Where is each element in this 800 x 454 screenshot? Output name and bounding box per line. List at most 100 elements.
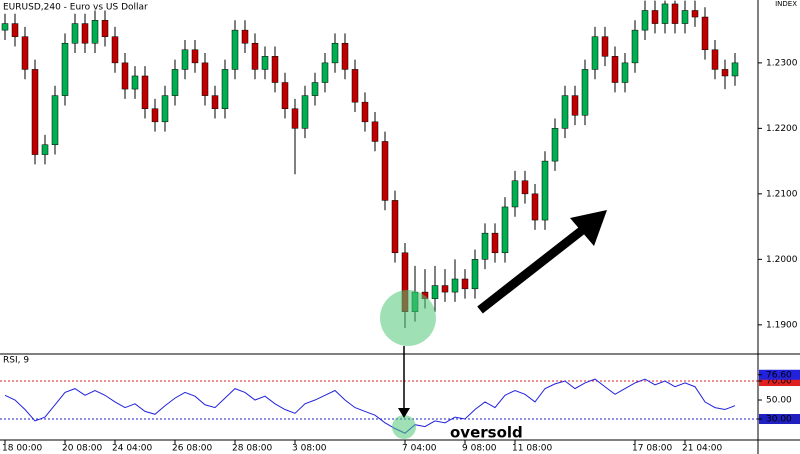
candle-body xyxy=(631,29,639,64)
candle-body xyxy=(611,56,619,83)
y-tick-label: 1.2200 xyxy=(766,124,798,134)
x-tick-label: 11 08:00 xyxy=(512,444,553,454)
candle-body xyxy=(721,69,729,77)
candle-body xyxy=(341,42,349,70)
rsi-line xyxy=(4,378,736,434)
candle-body xyxy=(501,206,509,254)
chart-title: EURUSD,240 - Euro vs US Dollar xyxy=(3,3,148,13)
candle-body xyxy=(141,75,149,109)
corner-box xyxy=(760,0,800,9)
x-tick-label: 17 08:00 xyxy=(632,444,673,454)
candle-body xyxy=(61,42,69,96)
candle-body xyxy=(531,193,539,221)
y-tick-label: 50.00 xyxy=(766,396,792,406)
candle-body xyxy=(461,278,469,290)
y-tick-label: 1.1900 xyxy=(766,320,798,330)
candle-body xyxy=(81,23,89,44)
x-tick-label: 9 08:00 xyxy=(462,444,497,454)
tick-box xyxy=(759,376,800,387)
candle-body xyxy=(301,95,309,129)
candle-body xyxy=(161,95,169,123)
candle-body xyxy=(131,75,139,90)
candle-body xyxy=(511,180,519,208)
candle-body xyxy=(681,10,689,24)
candle-body xyxy=(601,36,609,57)
candle-body xyxy=(491,232,499,254)
candle-body xyxy=(181,49,189,70)
candle-body xyxy=(451,278,459,293)
candle-body xyxy=(561,95,569,129)
annotation: oversold xyxy=(450,424,523,442)
candle-body xyxy=(651,10,659,24)
x-tick-label: 26 08:00 xyxy=(172,444,213,454)
corner-label: INDEX xyxy=(775,0,797,8)
candle-body xyxy=(661,3,669,24)
candle-body xyxy=(211,95,219,109)
candle-body xyxy=(381,141,389,201)
big-arrow-head xyxy=(570,210,607,246)
x-tick-label: 21 04:00 xyxy=(682,444,723,454)
candle-body xyxy=(111,36,119,64)
candle-body xyxy=(701,16,709,51)
candle-body xyxy=(31,69,39,155)
y-tick-label: 30.00 xyxy=(766,415,792,425)
x-tick-label: 3 08:00 xyxy=(292,444,327,454)
candle-body xyxy=(11,23,19,37)
candle-body xyxy=(591,36,599,70)
y-tick-label: 1.2100 xyxy=(766,189,798,199)
candle-body xyxy=(41,144,49,155)
candle-body xyxy=(261,56,269,70)
rsi-title: RSI, 9 xyxy=(3,356,29,366)
candle-body xyxy=(171,69,179,96)
candle-body xyxy=(21,36,29,70)
candle-body xyxy=(731,62,739,77)
candle-body xyxy=(641,10,649,31)
candle-body xyxy=(481,232,489,260)
highlight-circle xyxy=(380,290,436,346)
candle-body xyxy=(251,42,259,70)
candle-body xyxy=(221,69,229,109)
candle-body xyxy=(241,29,249,44)
candle-body xyxy=(271,56,279,83)
candle-body xyxy=(311,82,319,96)
candle-body xyxy=(151,108,159,123)
candle-body xyxy=(551,128,559,162)
highlight-circle xyxy=(392,415,416,439)
x-tick-label: 24 04:00 xyxy=(112,444,153,454)
x-tick-label: 20 08:00 xyxy=(62,444,103,454)
candle-body xyxy=(351,69,359,103)
candle-body xyxy=(571,95,579,116)
x-tick-label: 7 04:00 xyxy=(402,444,437,454)
candle-body xyxy=(581,69,589,116)
candle-body xyxy=(291,108,299,129)
candle-body xyxy=(431,285,439,299)
candle-body xyxy=(331,42,339,64)
candle-body xyxy=(1,23,9,31)
candle-body xyxy=(201,62,209,96)
candle-body xyxy=(541,160,549,221)
candle-body xyxy=(101,20,109,37)
candle-body xyxy=(71,23,79,44)
candle-body xyxy=(521,180,529,195)
candle-body xyxy=(361,101,369,123)
candle-body xyxy=(441,285,449,293)
candle-body xyxy=(691,10,699,18)
candle-body xyxy=(51,95,59,145)
candle-body xyxy=(711,49,719,70)
candle-body xyxy=(231,29,239,70)
candle-body xyxy=(621,62,629,83)
y-tick-label: 76.60 xyxy=(766,370,792,380)
tick-box xyxy=(759,369,800,380)
tick-box xyxy=(759,414,800,425)
candle-body xyxy=(321,62,329,83)
x-tick-label: 18 00:00 xyxy=(2,444,43,454)
y-tick-label: 70.00 xyxy=(766,377,792,387)
candle-body xyxy=(391,200,399,254)
y-tick-label: 1.2300 xyxy=(766,58,798,68)
big-arrow xyxy=(477,224,588,314)
candle-body xyxy=(671,3,679,24)
x-tick-label: 28 08:00 xyxy=(232,444,273,454)
y-tick-label: 1.2000 xyxy=(766,255,798,265)
